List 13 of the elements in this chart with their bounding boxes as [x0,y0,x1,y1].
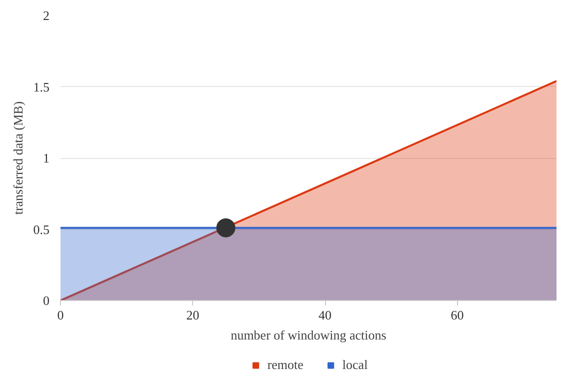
y-axis-title: transferred data (MB) [10,101,26,215]
legend-label: local [342,357,368,373]
y-tick-label: 0.5 [33,222,50,237]
x-tick-label: 60 [450,308,464,322]
y-tick-label: 1 [43,150,50,166]
x-tick-label: 20 [186,308,200,322]
x-tick-label: 0 [57,308,64,322]
legend-label: remote [267,357,304,373]
y-tick-label: 1.5 [33,79,50,94]
y-tick-label: 2 [43,8,50,23]
y-tick-label: 0 [43,293,50,308]
x-axis-title: number of windowing actions [230,328,386,342]
x-tick-label: 40 [318,308,332,322]
